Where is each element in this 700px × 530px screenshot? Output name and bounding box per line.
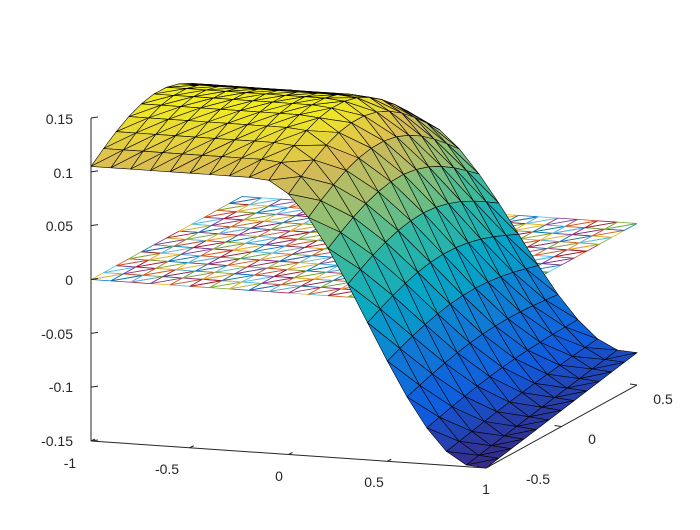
x-tick-label: 0 xyxy=(275,468,283,484)
surface-triangle xyxy=(110,150,144,170)
y-tick-label: 0 xyxy=(588,431,596,447)
surface-triangle xyxy=(307,217,341,249)
z-tick-label: 0 xyxy=(65,272,73,288)
x-tick-label: -1 xyxy=(64,455,77,471)
surface-triangle xyxy=(150,153,183,173)
surface-triangle xyxy=(209,157,243,177)
surface-triangle xyxy=(367,322,401,362)
surface-triangle xyxy=(426,427,460,452)
x-tick-mark xyxy=(485,465,491,469)
plane-triangle xyxy=(249,197,282,206)
surface-triangle xyxy=(90,149,124,169)
surface-triangle xyxy=(288,193,322,218)
surface-triangle xyxy=(268,176,302,195)
z-tick-label: 0.05 xyxy=(46,218,73,234)
surface-triangle xyxy=(446,451,480,466)
z-tick-label: 0.1 xyxy=(54,165,74,181)
plane-triangle xyxy=(229,196,262,204)
z-tick-mark xyxy=(90,170,99,173)
y-tick-mark xyxy=(629,383,638,386)
z-tick-mark xyxy=(90,385,99,388)
surface-triangle xyxy=(248,162,282,181)
plane-triangle xyxy=(545,217,578,226)
z-tick-mark xyxy=(90,224,99,227)
y-tick-mark xyxy=(554,425,562,427)
surface-triangle xyxy=(189,156,223,175)
y-tick-label: -0.5 xyxy=(526,471,550,487)
tick-marks xyxy=(90,116,638,469)
y-tick-label: 0.5 xyxy=(653,391,673,407)
surface-triangle xyxy=(465,458,499,469)
plane-triangle xyxy=(525,216,559,225)
plane-triangle xyxy=(268,198,302,207)
z-tick-mark xyxy=(90,278,99,280)
surface-triangle xyxy=(406,396,440,429)
plane-triangle xyxy=(565,218,598,227)
x-tick-mark xyxy=(387,458,392,462)
x-tick-label: 1 xyxy=(482,481,490,497)
surface-triangle xyxy=(386,360,420,398)
y-tick-mark xyxy=(478,466,487,469)
x-tick-mark xyxy=(288,452,293,455)
z-tick-label: -0.1 xyxy=(49,379,73,395)
x-tick-mark xyxy=(90,438,96,442)
tick-labels: 0.15 0.1 0.05 0 -0.05 -0.1 -0.15 -1 -0.5… xyxy=(41,111,673,497)
surface-triangle xyxy=(130,152,164,171)
x-tick-label: -0.5 xyxy=(155,461,179,477)
z-tick-label: -0.05 xyxy=(41,326,73,342)
shaded-surface-mesh xyxy=(90,83,638,469)
plane-triangle xyxy=(584,220,618,229)
z-tick-mark xyxy=(90,331,99,334)
plane-triangle xyxy=(505,214,539,223)
x-tick-label: 0.5 xyxy=(364,474,384,490)
z-tick-mark xyxy=(90,116,99,119)
surface-triangle xyxy=(347,283,381,323)
surface-triangle xyxy=(229,159,262,178)
surface-triangle xyxy=(327,248,361,285)
z-tick-label: -0.15 xyxy=(41,433,73,449)
x-tick-mark xyxy=(189,445,194,449)
plane-triangle xyxy=(604,221,638,230)
surface-triangle xyxy=(169,155,203,174)
z-tick-label: 0.15 xyxy=(46,111,73,127)
